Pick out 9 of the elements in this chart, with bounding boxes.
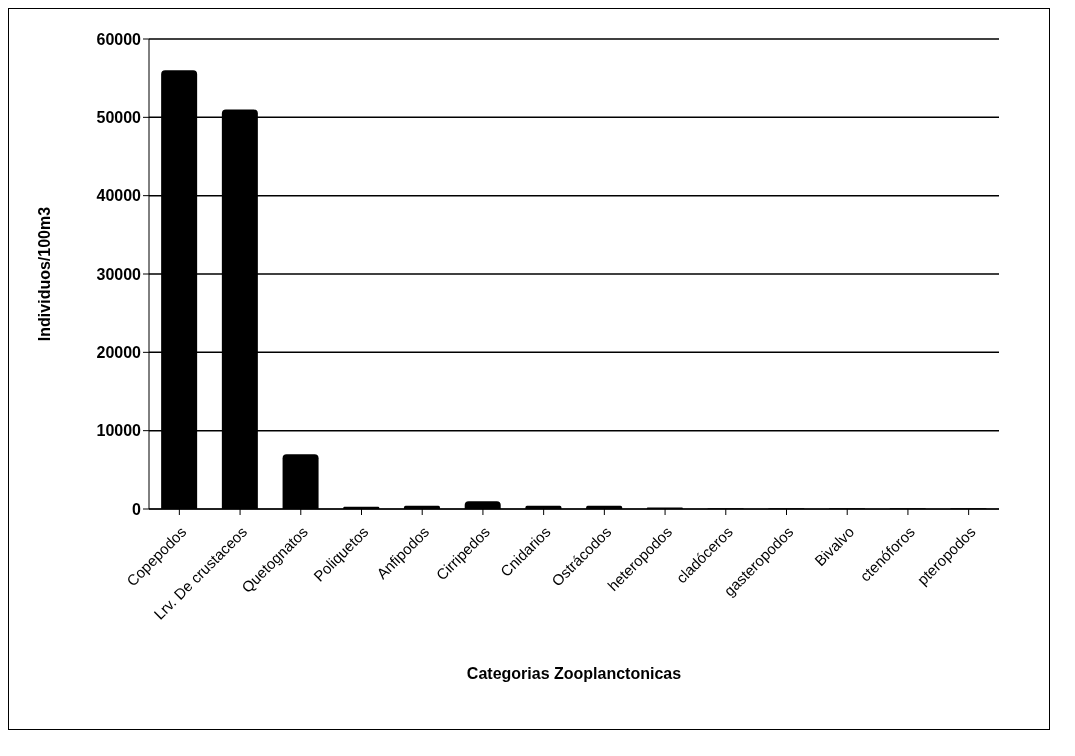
y-tick-label: 40000 bbox=[96, 187, 142, 205]
y-tick-label: 30000 bbox=[96, 265, 142, 283]
y-axis-title: Individuos/100m3 bbox=[35, 206, 53, 342]
y-tick-label: 10000 bbox=[96, 422, 142, 440]
y-tick-label: 60000 bbox=[96, 30, 142, 48]
y-tick-label: 20000 bbox=[96, 344, 142, 362]
x-axis-title: Categorias Zooplanctonicas bbox=[466, 665, 682, 682]
y-tick-label: 0 bbox=[132, 500, 142, 518]
y-tick-label: 50000 bbox=[96, 109, 142, 127]
